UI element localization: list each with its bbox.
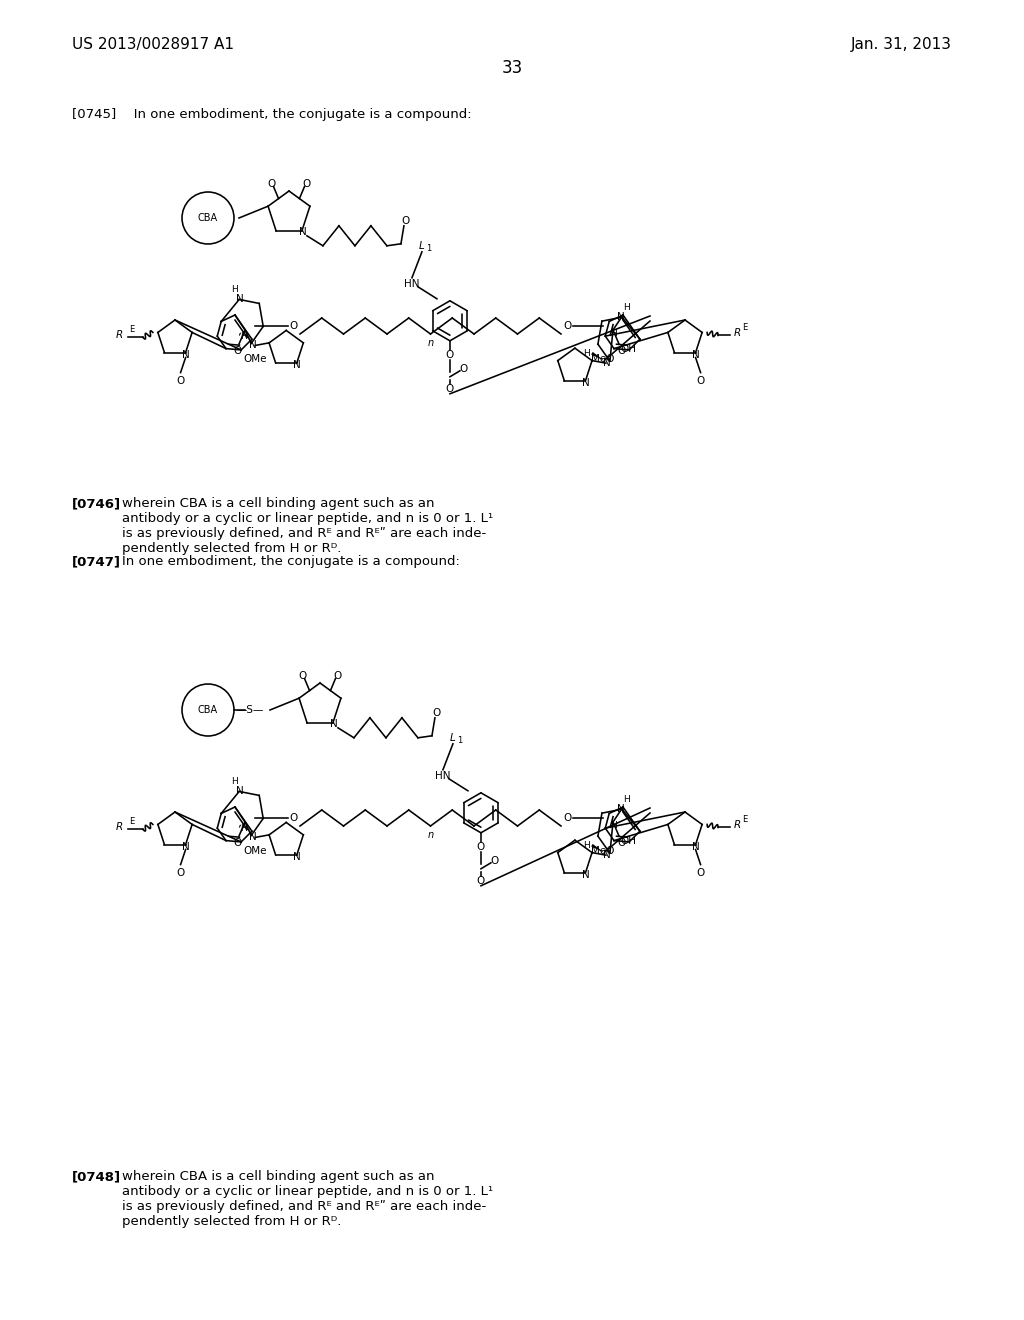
Text: —S—: —S—: [237, 705, 264, 715]
Text: O: O: [289, 813, 297, 822]
Text: N: N: [582, 870, 590, 879]
Text: CBA: CBA: [198, 705, 218, 715]
Text: O: O: [445, 384, 454, 393]
Text: N: N: [617, 804, 625, 814]
Text: N: N: [603, 850, 610, 861]
Text: n: n: [427, 830, 433, 840]
Text: O: O: [490, 855, 499, 866]
Text: N: N: [299, 227, 307, 236]
Text: O: O: [616, 346, 625, 356]
Text: N: N: [293, 851, 301, 862]
Text: 1: 1: [457, 737, 462, 746]
Text: O: O: [401, 215, 410, 226]
Text: [0745]  In one embodiment, the conjugate is a compound:: [0745] In one embodiment, the conjugate …: [72, 108, 472, 121]
Text: O: O: [616, 838, 625, 847]
Text: n: n: [427, 338, 433, 348]
Text: N: N: [330, 719, 338, 729]
Text: O: O: [289, 321, 297, 331]
Text: N: N: [691, 350, 699, 359]
Text: OMe: OMe: [244, 354, 266, 364]
Text: E: E: [742, 814, 748, 824]
Text: H: H: [624, 795, 631, 804]
Text: H: H: [584, 841, 590, 850]
Text: HN: HN: [404, 279, 420, 289]
Text: CBA: CBA: [198, 213, 218, 223]
Text: R: R: [734, 821, 741, 830]
Text: N: N: [237, 294, 244, 305]
Polygon shape: [591, 352, 605, 362]
Text: [0746]: [0746]: [72, 498, 121, 510]
Text: N: N: [237, 787, 244, 796]
Text: OH: OH: [620, 345, 636, 354]
Text: O: O: [696, 867, 705, 878]
Text: wherein CBA is a cell binding agent such as an
antibody or a cyclic or linear pe: wherein CBA is a cell binding agent such…: [122, 498, 494, 554]
Text: O: O: [460, 364, 468, 374]
Text: O: O: [477, 842, 485, 851]
Text: N: N: [249, 341, 257, 350]
Text: H: H: [610, 821, 616, 830]
Text: H: H: [584, 348, 590, 358]
Text: H: H: [230, 285, 238, 294]
Text: [0747]: [0747]: [72, 554, 121, 568]
Text: O: O: [232, 346, 241, 356]
Text: 1: 1: [426, 244, 431, 253]
Polygon shape: [591, 843, 605, 853]
Text: R: R: [116, 330, 123, 341]
Text: N: N: [603, 358, 610, 368]
Text: OMe: OMe: [244, 846, 266, 855]
Text: E: E: [742, 323, 748, 331]
Text: O: O: [445, 350, 454, 360]
Text: O: O: [696, 376, 705, 385]
Text: L: L: [419, 240, 425, 251]
Text: [0748]: [0748]: [72, 1170, 121, 1183]
Text: 33: 33: [502, 59, 522, 77]
Text: O: O: [302, 178, 310, 189]
Text: L: L: [450, 733, 456, 743]
Text: N: N: [181, 842, 189, 851]
Text: In one embodiment, the conjugate is a compound:: In one embodiment, the conjugate is a co…: [122, 554, 460, 568]
Text: N: N: [582, 378, 590, 388]
Text: O: O: [176, 376, 184, 385]
Text: E: E: [129, 817, 134, 826]
Text: H: H: [624, 302, 631, 312]
Text: E: E: [129, 325, 134, 334]
Text: R: R: [734, 329, 741, 338]
Text: H: H: [241, 331, 247, 341]
Text: O: O: [267, 178, 275, 189]
Text: MeO: MeO: [591, 354, 614, 364]
Text: N: N: [691, 842, 699, 851]
Text: O: O: [298, 671, 306, 681]
Text: N: N: [181, 350, 189, 359]
Text: H: H: [610, 329, 616, 338]
Text: O: O: [232, 838, 241, 847]
Text: N: N: [249, 833, 257, 842]
Text: HN: HN: [435, 771, 451, 781]
Text: H: H: [241, 824, 247, 833]
Text: N: N: [617, 312, 625, 322]
Text: wherein CBA is a cell binding agent such as an
antibody or a cyclic or linear pe: wherein CBA is a cell binding agent such…: [122, 1170, 494, 1228]
Text: Jan. 31, 2013: Jan. 31, 2013: [851, 37, 952, 53]
Text: O: O: [334, 671, 342, 681]
Text: H: H: [230, 777, 238, 785]
Text: N: N: [293, 360, 301, 370]
Text: O: O: [433, 708, 441, 718]
Text: O: O: [477, 875, 485, 886]
Text: O: O: [564, 813, 572, 822]
Text: O: O: [564, 321, 572, 331]
Text: OH: OH: [620, 836, 636, 846]
Text: O: O: [176, 867, 184, 878]
Text: US 2013/0028917 A1: US 2013/0028917 A1: [72, 37, 234, 53]
Text: MeO: MeO: [591, 846, 614, 855]
Text: R: R: [116, 822, 123, 833]
